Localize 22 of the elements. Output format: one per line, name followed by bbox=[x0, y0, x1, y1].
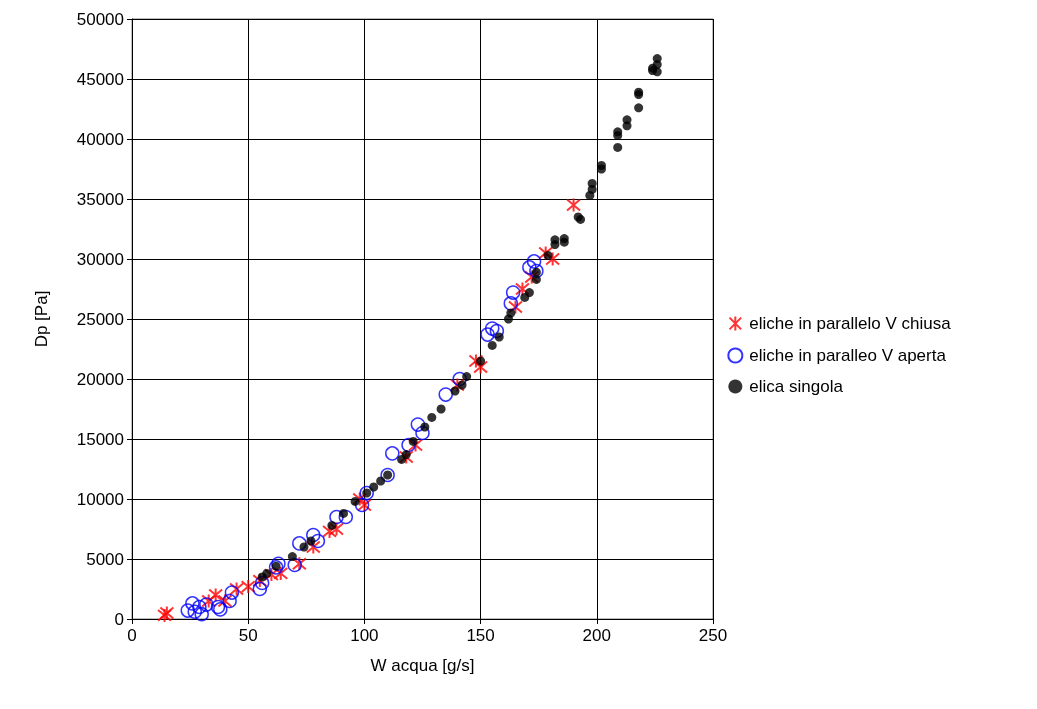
x-tick-label: 100 bbox=[350, 626, 379, 645]
y-tick-label: 20000 bbox=[76, 369, 124, 389]
x-tick-label: 250 bbox=[698, 626, 728, 645]
y-tick-label: 0 bbox=[114, 609, 124, 629]
y-tick-label: 40000 bbox=[76, 129, 124, 149]
x-axis-title: W acqua [g/s] bbox=[370, 656, 475, 675]
legend-label: eliche in parallelo V chiusa bbox=[749, 314, 952, 333]
legend-label: eliche in paralleo V aperta bbox=[749, 346, 947, 365]
y-tick-label: 15000 bbox=[76, 429, 124, 449]
x-tick-label: 150 bbox=[466, 626, 495, 645]
y-tick-label: 30000 bbox=[76, 249, 124, 269]
y-tick-label: 45000 bbox=[76, 69, 124, 89]
legend-label: elica singola bbox=[749, 377, 844, 396]
x-tick-label: 200 bbox=[582, 626, 611, 645]
y-tick-label: 25000 bbox=[76, 309, 124, 329]
y-tick-label: 50000 bbox=[76, 9, 124, 29]
x-tick-label: 0 bbox=[127, 626, 137, 645]
x-tick-label: 50 bbox=[238, 626, 258, 645]
y-axis-title: Dp [Pa] bbox=[32, 290, 51, 348]
y-tick-label: 5000 bbox=[86, 549, 124, 569]
y-tick-label: 35000 bbox=[76, 189, 124, 209]
y-tick-label: 10000 bbox=[76, 489, 124, 509]
